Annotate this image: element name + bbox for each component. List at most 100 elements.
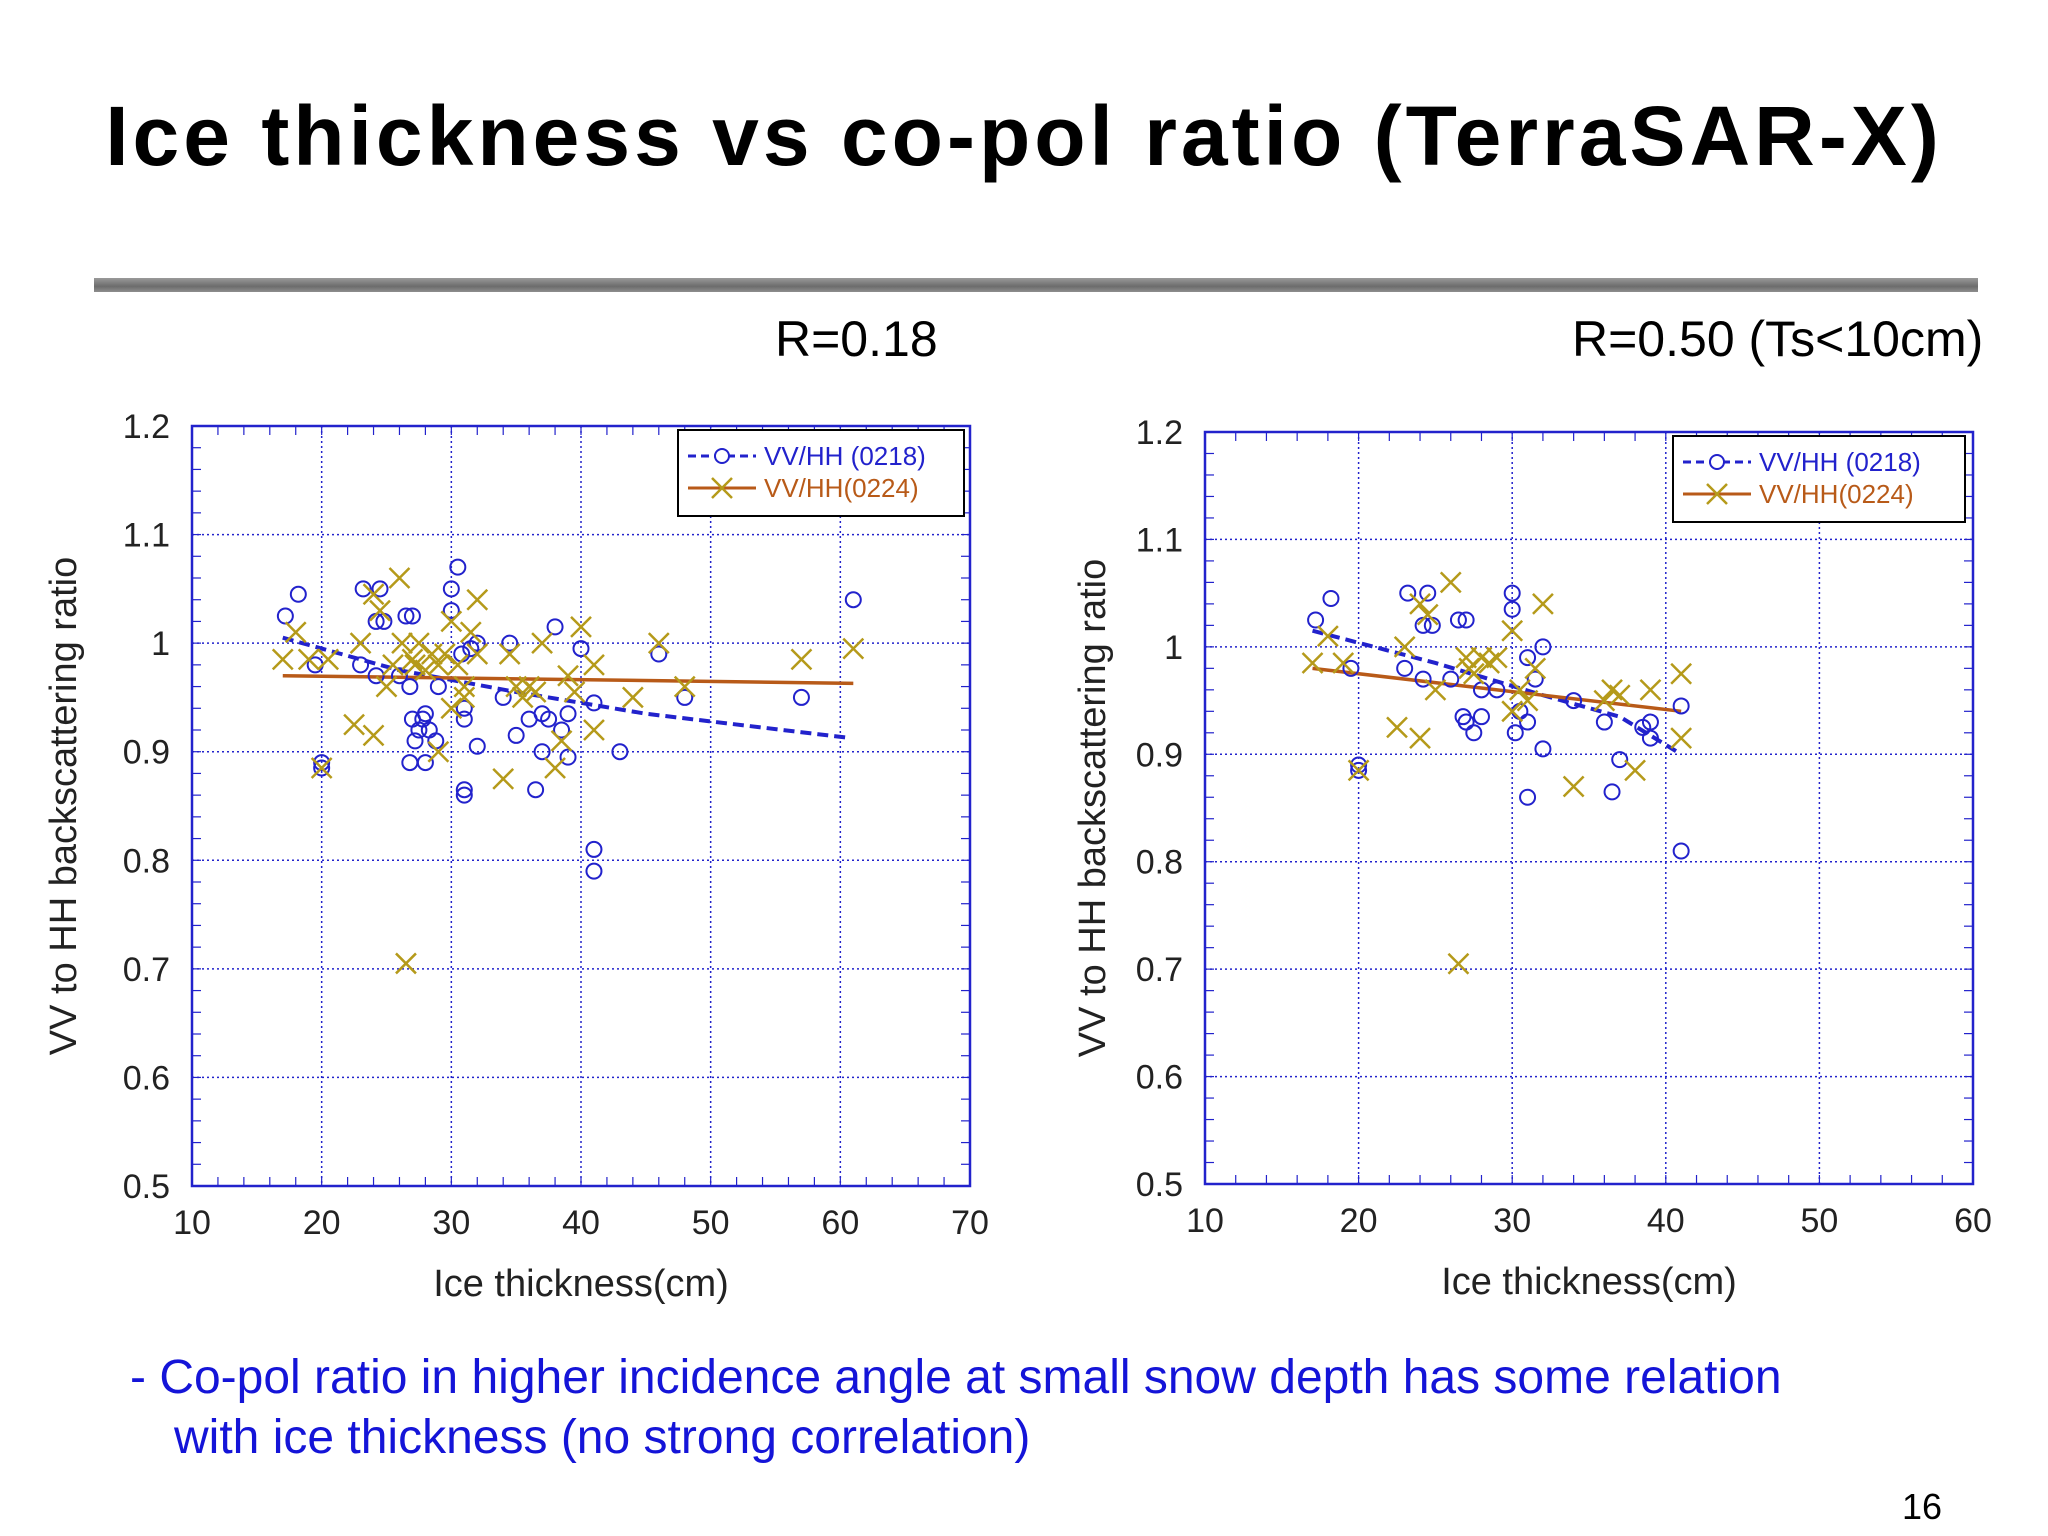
x-tick-label: 20	[303, 1204, 341, 1242]
data-point-0224	[557, 664, 579, 687]
data-point-0218	[501, 634, 519, 652]
y-axis-label: VV to HH backscattering ratio	[43, 557, 85, 1055]
data-point-0224	[401, 648, 424, 671]
data-point-0218	[1526, 670, 1544, 688]
data-point-0218	[540, 710, 558, 728]
y-tick-label: 0.7	[123, 951, 170, 989]
data-point-0218	[1419, 584, 1437, 602]
data-point-0218	[354, 580, 372, 598]
data-point-0218	[1503, 584, 1521, 602]
legend-label-0218: VV/HH (0218)	[764, 441, 926, 471]
chart-right: 10 20 30 40 50 60 0.5 0.6 0.7 0.8 0.9 1 1.1 1.2 Ice th…	[1072, 414, 1992, 1303]
x-axis-label: Ice thickness(cm)	[433, 1263, 729, 1305]
chart-left: 10 20 30 40 50 60 70 0.5 0.6 0.7 0.8 0.9 1 1.1 1.2 Ice …	[43, 408, 989, 1305]
data-point-0224	[404, 653, 426, 676]
x-tick-label: 60	[1954, 1202, 1992, 1240]
data-point-0224	[511, 686, 534, 709]
data-point-0218	[1488, 681, 1506, 699]
data-point-0224	[440, 610, 463, 633]
legend-label-0224: VV/HH(0224)	[1759, 479, 1914, 509]
data-point-0224	[1462, 662, 1485, 685]
legend-box	[677, 429, 965, 517]
data-point-0224	[1670, 662, 1693, 685]
trend-line-0224	[1312, 666, 1682, 714]
data-point-0224	[382, 653, 404, 676]
data-point-0224	[317, 648, 340, 671]
slide-title: Ice thickness vs co-pol ratio (TerraSAR-…	[105, 89, 1943, 183]
data-point-0218	[410, 721, 428, 739]
data-point-0218	[1611, 751, 1629, 769]
data-point-0224	[1562, 775, 1585, 798]
data-point-0218	[844, 591, 862, 609]
data-point-0224	[563, 681, 586, 703]
plot-area	[1205, 432, 1973, 1184]
data-point-0218	[416, 754, 434, 772]
data-point-0218	[1442, 670, 1460, 688]
data-point-0224	[1386, 716, 1408, 739]
data-point-0218	[611, 743, 629, 761]
data-point-0224	[1416, 603, 1439, 626]
data-point-0218	[553, 721, 571, 739]
x-tick-label: 50	[1800, 1202, 1838, 1240]
data-point-0224	[453, 675, 476, 698]
y-tick-label: 1.2	[1136, 414, 1183, 452]
x-tick-label: 30	[1493, 1202, 1531, 1240]
y-tick-label: 0.6	[1136, 1059, 1183, 1097]
data-point-0224	[1439, 571, 1462, 594]
data-point-0224	[647, 632, 670, 655]
r-value-right: R=0.50 (Ts<10cm)	[1572, 311, 1984, 367]
data-point-0218	[585, 694, 603, 712]
data-point-0218	[546, 618, 564, 636]
data-point-0224	[583, 719, 605, 741]
y-tick-label: 0.8	[1136, 844, 1183, 882]
data-point-0224	[408, 632, 430, 655]
minor-ticks	[191, 425, 971, 1187]
data-point-0224	[1532, 593, 1554, 615]
data-point-0224	[1409, 727, 1431, 750]
page-number: 16	[1901, 1486, 1942, 1527]
data-point-0224	[1393, 635, 1416, 658]
note-line-2: with ice thickness (no strong correlatio…	[174, 1411, 1031, 1464]
data-point-0224	[1316, 625, 1339, 647]
x-tick-label: 70	[951, 1204, 989, 1242]
data-point-0218	[1503, 600, 1521, 618]
x-tick-label: 10	[1186, 1202, 1224, 1240]
data-point-0218	[1506, 724, 1524, 742]
data-point-0224	[621, 686, 644, 709]
y-tick-label: 0.5	[1136, 1166, 1183, 1204]
data-point-0218	[494, 688, 512, 706]
data-point-0218	[442, 602, 460, 620]
data-point-0218	[1641, 729, 1659, 747]
data-point-0218	[650, 645, 668, 663]
data-point-0224	[1624, 759, 1646, 782]
title-divider	[94, 278, 1978, 292]
data-point-0224	[466, 588, 489, 611]
legend-marker-0218	[714, 448, 730, 464]
data-point-0218	[1396, 659, 1414, 677]
data-point-0224	[388, 567, 411, 589]
data-point-0224	[459, 621, 482, 644]
data-point-0218	[455, 699, 473, 717]
data-point-0218	[1519, 788, 1537, 806]
data-point-0218	[1307, 611, 1325, 629]
legend-label-0218: VV/HH (0218)	[1759, 447, 1921, 477]
data-point-0218	[1449, 611, 1467, 629]
data-point-0218	[585, 862, 603, 880]
data-point-0224	[427, 740, 450, 763]
data-point-0218	[676, 688, 694, 706]
x-tick-label: 40	[1647, 1202, 1685, 1240]
data-point-0218	[1519, 713, 1537, 731]
y-tick-label: 0.9	[1136, 736, 1183, 774]
data-point-0218	[1472, 708, 1490, 726]
data-point-0224	[1501, 619, 1524, 642]
data-point-0218	[289, 585, 307, 603]
data-point-0218	[449, 558, 467, 576]
data-point-0218	[352, 656, 370, 674]
data-point-0224	[1447, 952, 1470, 975]
data-point-0224	[673, 675, 696, 698]
x-tick-label: 20	[1340, 1202, 1378, 1240]
data-point-0218	[455, 786, 473, 804]
data-point-0224	[349, 632, 372, 655]
data-point-0224	[550, 729, 573, 752]
data-point-0218	[533, 743, 551, 761]
